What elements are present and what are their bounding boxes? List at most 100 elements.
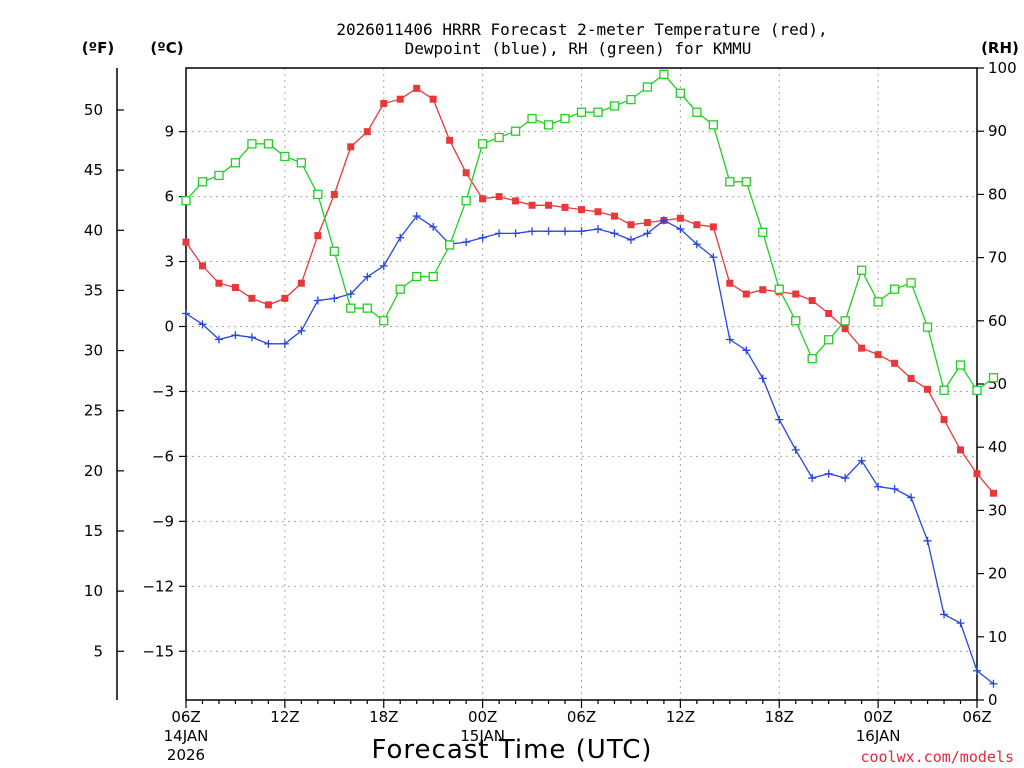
rh-axis-unit: (RH) bbox=[981, 39, 1019, 57]
temperature-point bbox=[989, 489, 997, 497]
dewpoint-point bbox=[247, 333, 256, 342]
x-tick-label: 06Z bbox=[962, 708, 991, 726]
x-tick-label: 06Z bbox=[567, 708, 596, 726]
rh-point bbox=[824, 335, 834, 345]
celsius-tick-label: −6 bbox=[152, 447, 174, 465]
celsius-tick-label: −3 bbox=[152, 382, 174, 400]
dewpoint-point bbox=[198, 320, 207, 329]
rh-point bbox=[197, 177, 208, 187]
temperature-point bbox=[924, 385, 932, 393]
dewpoint-point bbox=[313, 296, 322, 305]
series-layer bbox=[181, 69, 999, 688]
temperature-point bbox=[314, 232, 322, 240]
dewpoint-point bbox=[742, 346, 751, 355]
temperature-point bbox=[907, 374, 915, 382]
dewpoint-point bbox=[874, 482, 883, 491]
temperature-point bbox=[808, 297, 816, 305]
celsius-tick-label: 6 bbox=[164, 188, 174, 206]
rh-point bbox=[543, 120, 554, 130]
series-dewpoint bbox=[182, 212, 998, 688]
rh-point bbox=[758, 227, 768, 237]
rh-point bbox=[856, 265, 867, 275]
temperature-point bbox=[429, 95, 437, 103]
x-tick-label: 12Z bbox=[270, 708, 299, 726]
temperature-point bbox=[858, 344, 866, 352]
rh-point bbox=[296, 158, 307, 168]
dewpoint-point bbox=[659, 216, 668, 225]
dewpoint-point bbox=[577, 227, 586, 236]
rh-tick-label: 60 bbox=[988, 312, 1007, 330]
x-tick-year: 2026 bbox=[167, 746, 205, 764]
rh-tick-label: 0 bbox=[988, 691, 998, 709]
dewpoint-point bbox=[956, 619, 965, 628]
dewpoint-line bbox=[185, 215, 994, 685]
dewpoint-point bbox=[775, 415, 784, 424]
celsius-tick-label: −15 bbox=[142, 642, 174, 660]
temperature-point bbox=[742, 290, 750, 298]
source-credit: coolwx.com/models bbox=[860, 748, 1014, 766]
rh-point bbox=[362, 303, 372, 313]
rh-point bbox=[181, 196, 191, 206]
celsius-tick-label: −12 bbox=[142, 577, 174, 595]
rh-point bbox=[346, 303, 356, 313]
temperature-point bbox=[693, 221, 701, 229]
dewpoint-point bbox=[758, 374, 767, 383]
dewpoint-point bbox=[214, 335, 223, 344]
rh-point bbox=[791, 316, 801, 326]
temperature-point bbox=[627, 221, 635, 229]
temperature-point bbox=[561, 203, 569, 211]
dewpoint-point bbox=[808, 474, 817, 483]
rh-point bbox=[313, 189, 323, 200]
celsius-tick-label: 0 bbox=[164, 318, 174, 336]
rh-point bbox=[510, 126, 521, 136]
x-tick-date: 16JAN bbox=[856, 727, 901, 745]
rh-point bbox=[889, 284, 900, 294]
rh-point bbox=[263, 139, 274, 149]
temperature-point bbox=[495, 193, 503, 201]
dewpoint-point bbox=[231, 331, 240, 340]
fahrenheit-tick-label: 10 bbox=[84, 582, 103, 600]
rh-tick-label: 10 bbox=[988, 628, 1007, 646]
temperature-point bbox=[479, 195, 487, 203]
rh-point bbox=[280, 151, 290, 162]
dewpoint-point bbox=[857, 456, 866, 465]
fahrenheit-tick-label: 35 bbox=[84, 281, 103, 299]
rh-point bbox=[840, 316, 850, 326]
fahrenheit-axis: 50 45 40 35 30 25 20 15 10 5 bbox=[84, 101, 124, 660]
dewpoint-point bbox=[989, 679, 998, 688]
dewpoint-point bbox=[973, 666, 981, 675]
dewpoint-point bbox=[791, 445, 800, 454]
temperature-point bbox=[709, 223, 717, 231]
rh-point bbox=[445, 240, 455, 250]
fahrenheit-tick-label: 45 bbox=[84, 161, 103, 179]
temperature-point bbox=[347, 143, 355, 151]
rh-point bbox=[230, 158, 241, 168]
rh-point bbox=[593, 107, 603, 117]
rh-point bbox=[560, 113, 570, 124]
rh-point bbox=[675, 88, 686, 98]
dewpoint-point bbox=[692, 240, 701, 249]
rh-point bbox=[329, 246, 339, 256]
x-axis-label: Forecast Time (UTC) bbox=[371, 735, 652, 765]
dewpoint-point bbox=[330, 294, 339, 303]
rh-point bbox=[214, 170, 224, 181]
rh-point bbox=[922, 322, 933, 332]
rh-point bbox=[379, 316, 389, 326]
dewpoint-point bbox=[841, 474, 850, 483]
rh-line bbox=[185, 73, 994, 392]
temperature-point bbox=[792, 290, 800, 298]
rh-point bbox=[807, 354, 817, 364]
x-tick-label: 18Z bbox=[765, 708, 794, 726]
series-rh bbox=[181, 69, 999, 395]
fahrenheit-tick-label: 5 bbox=[93, 642, 103, 660]
x-tick-label: 18Z bbox=[369, 708, 398, 726]
temperature-point bbox=[297, 279, 305, 287]
dewpoint-point bbox=[593, 225, 602, 234]
fahrenheit-tick-label: 20 bbox=[84, 462, 103, 480]
temperature-point bbox=[248, 294, 256, 302]
dewpoint-point bbox=[643, 229, 652, 238]
rh-point bbox=[477, 139, 488, 149]
rh-point bbox=[494, 132, 504, 143]
